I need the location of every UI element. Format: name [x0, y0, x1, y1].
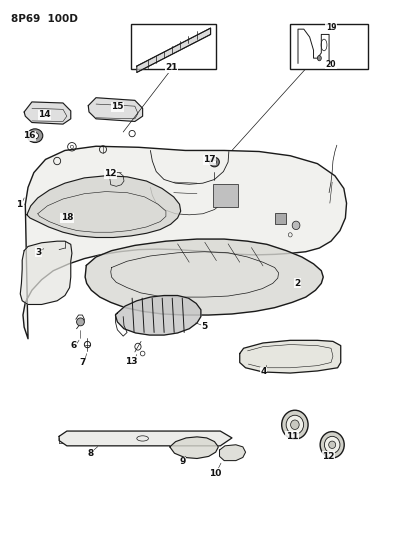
Ellipse shape — [320, 432, 344, 458]
Polygon shape — [219, 445, 245, 461]
Polygon shape — [85, 239, 323, 315]
Text: 4: 4 — [260, 367, 267, 376]
Text: 8P69  100D: 8P69 100D — [11, 14, 78, 25]
Polygon shape — [170, 437, 218, 458]
Ellipse shape — [286, 415, 304, 434]
Text: 9: 9 — [179, 457, 186, 466]
Bar — [212, 184, 238, 207]
Polygon shape — [137, 28, 211, 72]
Polygon shape — [115, 295, 201, 335]
Ellipse shape — [212, 160, 216, 164]
Text: 12: 12 — [104, 169, 117, 178]
Ellipse shape — [329, 441, 336, 448]
Text: 10: 10 — [210, 469, 222, 478]
Text: 16: 16 — [23, 131, 35, 140]
Bar — [131, 24, 216, 69]
Polygon shape — [27, 176, 181, 238]
Text: 11: 11 — [286, 432, 298, 441]
Text: 19: 19 — [326, 23, 336, 32]
Text: 21: 21 — [165, 63, 178, 72]
Text: 20: 20 — [326, 60, 336, 69]
Text: 2: 2 — [294, 279, 300, 288]
Ellipse shape — [292, 221, 300, 230]
Text: 13: 13 — [126, 357, 138, 366]
Text: 1: 1 — [16, 200, 22, 209]
Text: 14: 14 — [39, 110, 51, 119]
Polygon shape — [88, 98, 143, 122]
Text: 12: 12 — [322, 452, 335, 461]
Ellipse shape — [210, 157, 219, 167]
Text: 17: 17 — [203, 156, 216, 165]
Ellipse shape — [27, 129, 43, 142]
Bar — [290, 24, 368, 69]
Polygon shape — [23, 146, 347, 339]
Polygon shape — [20, 241, 72, 304]
Ellipse shape — [282, 410, 308, 439]
Text: 21: 21 — [166, 63, 178, 72]
Ellipse shape — [318, 55, 321, 61]
Text: 5: 5 — [202, 322, 208, 331]
Ellipse shape — [324, 437, 340, 453]
Polygon shape — [240, 341, 341, 373]
Text: 3: 3 — [35, 248, 42, 257]
Text: 15: 15 — [111, 102, 124, 111]
Polygon shape — [24, 102, 71, 124]
Polygon shape — [59, 431, 232, 446]
Text: 6: 6 — [71, 341, 76, 350]
Ellipse shape — [32, 133, 39, 139]
Ellipse shape — [76, 318, 84, 326]
Text: 7: 7 — [79, 358, 85, 367]
Text: 8: 8 — [87, 449, 93, 458]
Text: 18: 18 — [61, 214, 73, 222]
Ellipse shape — [291, 420, 299, 430]
Bar — [275, 213, 286, 224]
